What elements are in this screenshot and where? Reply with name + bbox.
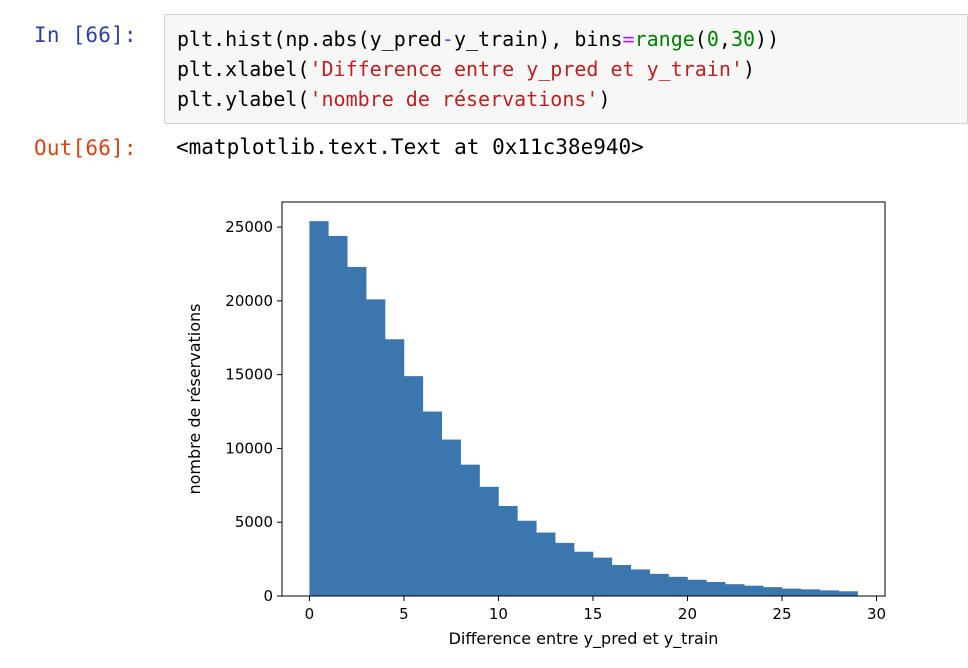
y-tick-label: 20000: [225, 292, 273, 310]
histogram-bar: [763, 587, 783, 596]
bars-group: [309, 221, 858, 597]
code-line-1: plt.hist(np.abs(y_pred-y_train), bins=ra…: [177, 27, 779, 51]
histogram-bar: [517, 520, 537, 596]
code-number: 30: [730, 27, 756, 51]
histogram-bar: [819, 590, 839, 596]
x-tick-label: 20: [678, 605, 697, 623]
code-token: plt.ylabel(: [177, 87, 310, 111]
x-tick-label: 30: [867, 605, 886, 623]
histogram-bar: [460, 464, 480, 596]
in-prompt: In [66]:: [34, 23, 137, 47]
code-token: plt.xlabel(: [177, 57, 310, 81]
code-input-area[interactable]: plt.hist(np.abs(y_pred-y_train), bins=ra…: [164, 14, 968, 124]
code-string: 'nombre de réservations': [309, 87, 599, 111]
code-token: ,: [718, 27, 731, 51]
code-token: plt.hist(np.abs(y_pred: [177, 27, 442, 51]
code-operator: =: [622, 27, 635, 51]
y-tick-label: 0: [263, 587, 273, 605]
histogram-bar: [422, 411, 443, 596]
y-tick-label: 5000: [235, 513, 273, 531]
histogram-bar: [781, 588, 802, 596]
x-axis-label: Difference entre y_pred et y_train: [449, 629, 719, 649]
code-builtin: range: [634, 27, 695, 51]
y-tick-label: 25000: [225, 218, 273, 236]
x-tick-label: 15: [583, 605, 602, 623]
code-string: 'Difference entre y_pred et y_train': [309, 57, 743, 81]
histogram-bar: [744, 585, 764, 596]
code-token: ): [742, 57, 755, 81]
axes-frame: [281, 201, 886, 597]
histogram-bar: [649, 573, 669, 596]
histogram-bar: [385, 339, 405, 596]
histogram-bar: [536, 532, 556, 596]
histogram-chart: 0 5 10 15 20 25 30 0 5000 10000 15000 20000 25000 D…: [185, 201, 886, 649]
histogram-bar: [574, 551, 594, 596]
histogram-bar: [328, 235, 348, 597]
histogram-bar: [706, 581, 726, 596]
y-axis-label: nombre de réservations: [185, 304, 204, 495]
histogram-bar: [592, 557, 613, 596]
histogram-bar: [630, 569, 650, 596]
code-token: y_train), bins: [453, 27, 623, 51]
code-token: (: [694, 27, 707, 51]
code-line-2: plt.xlabel('Difference entre y_pred et y…: [177, 57, 755, 81]
histogram-bar: [800, 589, 821, 596]
x-ticks: 0 5 10 15 20 25 30: [305, 596, 886, 623]
histogram-bar: [555, 542, 575, 596]
histogram-bar: [838, 591, 858, 596]
histogram-bar: [725, 584, 745, 596]
x-tick-label: 10: [489, 605, 508, 623]
code-number: 0: [706, 27, 719, 51]
y-tick-label: 15000: [225, 366, 273, 384]
histogram-bar: [441, 439, 461, 596]
histogram-bar: [498, 505, 518, 596]
histogram-bar: [687, 579, 707, 596]
x-tick-label: 5: [399, 605, 409, 623]
x-tick-label: 25: [772, 605, 791, 623]
code-token: ): [598, 87, 611, 111]
out-prompt: Out[66]:: [34, 136, 137, 160]
code-operator: -: [441, 27, 454, 51]
histogram-bar: [309, 221, 329, 596]
histogram-bar: [668, 576, 688, 596]
histogram-bar: [479, 486, 499, 596]
histogram-bar: [611, 565, 632, 596]
histogram-bar: [347, 266, 367, 596]
x-tick-label: 0: [305, 605, 315, 623]
code-token: )): [755, 27, 780, 51]
histogram-bar: [366, 299, 386, 596]
y-ticks: 0 5000 10000 15000 20000 25000: [225, 218, 282, 605]
output-text: <matplotlib.text.Text at 0x11c38e940>: [176, 135, 644, 159]
y-tick-label: 10000: [225, 439, 273, 457]
histogram-bar: [403, 376, 424, 596]
code-line-3: plt.ylabel('nombre de réservations'): [177, 87, 610, 111]
